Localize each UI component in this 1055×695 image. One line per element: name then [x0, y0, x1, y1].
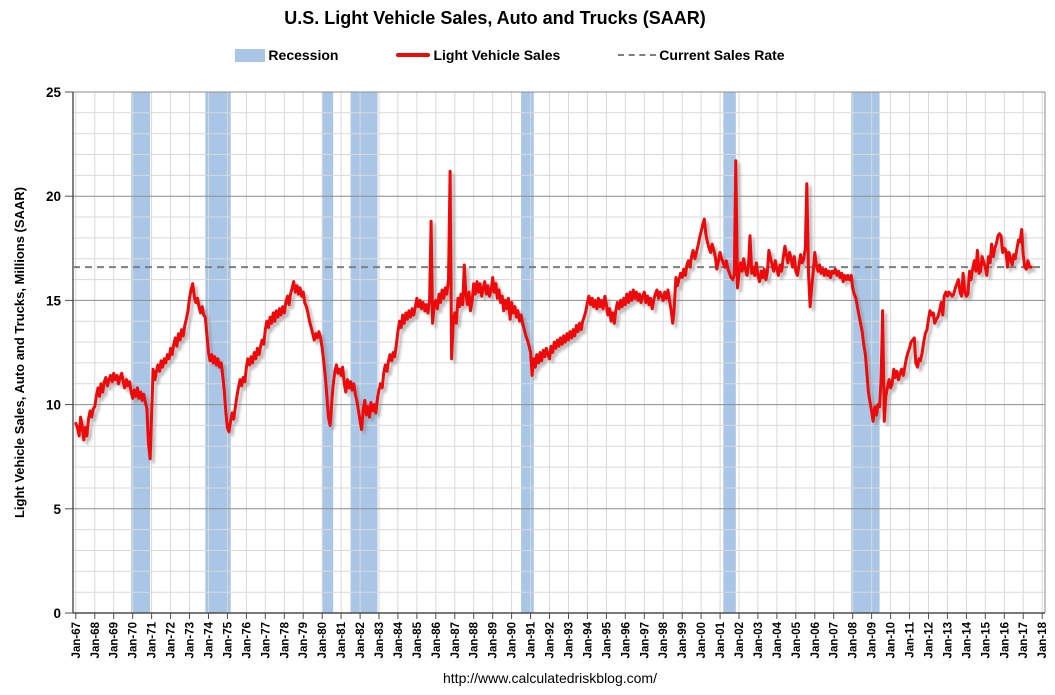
x-axis-tick-label: Jan-78 [279, 621, 291, 658]
x-axis-tick-label: Jan-68 [90, 621, 102, 658]
legend-sales-label: Light Vehicle Sales [433, 47, 561, 63]
x-axis-tick-label: Jan-87 [450, 622, 462, 658]
x-axis-tick-label: Jan-14 [961, 621, 973, 658]
chart-title: U.S. Light Vehicle Sales, Auto and Truck… [284, 8, 706, 28]
x-axis-tick-label: Jan-75 [222, 621, 234, 658]
x-axis-tick-label: Jan-94 [582, 621, 594, 658]
recession-band [350, 92, 378, 613]
x-axis-tick-label: Jan-16 [999, 622, 1011, 658]
x-axis-tick-label: Jan-10 [886, 622, 898, 658]
recession-bands [131, 92, 880, 613]
x-axis-tick-label: Jan-00 [696, 622, 708, 658]
x-axis-tick-label: Jan-93 [564, 622, 576, 658]
legend-item-rate: Current Sales Rate [618, 47, 785, 63]
legend-item-sales: Light Vehicle Sales [396, 47, 560, 63]
x-axis-tick-label: Jan-17 [1018, 622, 1030, 658]
y-axis-tick-label: 15 [46, 293, 62, 308]
x-axis-tick-label: Jan-15 [980, 621, 992, 658]
x-axis-tick-label: Jan-71 [147, 621, 159, 658]
x-axis-tick-label: Jan-79 [298, 622, 310, 658]
x-axis-tick-label: Jan-73 [185, 622, 197, 658]
sales-line-path [74, 159, 1033, 461]
x-axis-tick-label: Jan-97 [639, 622, 651, 658]
x-axis-tick-label: Jan-77 [260, 622, 272, 658]
x-axis-tick-label: Jan-01 [715, 621, 727, 658]
y-axis-title: Light Vehicle Sales, Auto and Trucks, Mi… [12, 187, 27, 518]
footer-url: http://www.calculatedriskblog.com/ [443, 670, 657, 686]
x-axis-tick-label: Jan-09 [867, 622, 879, 658]
x-axis-tick-label: Jan-96 [620, 622, 632, 658]
x-axis-tick-label: Jan-81 [336, 621, 348, 658]
x-axis-tick-label: Jan-84 [393, 621, 405, 658]
x-axis-tick-label: Jan-82 [355, 622, 367, 658]
x-axis-tick-label: Jan-03 [753, 622, 765, 658]
x-axis-tick-label: Jan-91 [526, 621, 538, 658]
chart-legend: Recession Light Vehicle Sales Current Sa… [0, 47, 1020, 63]
x-axis-tick-label: Jan-06 [810, 622, 822, 658]
axes [65, 91, 1046, 619]
recession-band [723, 92, 736, 613]
x-axis-tick-label: Jan-70 [128, 622, 140, 658]
x-axis-tick-label: Jan-89 [488, 622, 500, 658]
sales-line-swatch-icon [396, 53, 431, 57]
x-axis-tick-label: Jan-98 [658, 621, 670, 658]
x-axis-tick-label: Jan-69 [109, 622, 121, 658]
x-axis-tick-label: Jan-95 [601, 621, 613, 658]
x-axis-tick-label: Jan-80 [317, 622, 329, 658]
x-axis-tick-label: Jan-04 [772, 621, 784, 658]
recession-band [131, 92, 151, 613]
x-axis-tick-label: Jan-13 [942, 622, 954, 658]
axis-labels: Jan-67 Jan-68 Jan-69 Jan-70 Jan-71 Jan-72 Jan-… [12, 85, 1049, 658]
recession-swatch-icon [235, 48, 266, 62]
y-axis-tick-label: 25 [46, 85, 62, 100]
rate-dash-swatch-icon [618, 54, 657, 56]
x-axis-tick-label: Jan-67 [71, 622, 83, 658]
x-axis-tick-label: Jan-90 [507, 622, 519, 658]
x-axis-tick-label: Jan-05 [791, 621, 803, 658]
y-axis-tick-label: 5 [53, 502, 61, 517]
x-axis-tick-label: Jan-88 [469, 621, 481, 658]
x-axis-tick-label: Jan-12 [924, 622, 936, 658]
x-axis-tick-label: Jan-83 [374, 622, 386, 658]
y-axis-tick-label: 0 [53, 606, 61, 621]
gridlines [73, 91, 1045, 613]
x-axis-tick-label: Jan-18 [1037, 621, 1049, 658]
recession-band [322, 92, 334, 613]
y-axis-tick-label: 20 [46, 189, 61, 204]
y-axis-tick-label: 10 [46, 398, 61, 413]
x-axis-tick-label: Jan-11 [905, 621, 917, 657]
x-axis-tick-label: Jan-85 [412, 621, 424, 658]
legend-rate-label: Current Sales Rate [659, 47, 785, 63]
sales-line-series [74, 159, 1036, 464]
x-axis-tick-label: Jan-74 [204, 621, 216, 658]
x-axis-tick-label: Jan-92 [545, 622, 557, 658]
x-axis-tick-label: Jan-08 [848, 621, 860, 658]
x-axis-tick-label: Jan-76 [241, 622, 253, 658]
legend-item-recession: Recession [235, 47, 338, 63]
x-axis-tick-label: Jan-07 [829, 622, 841, 658]
x-axis-tick-label: Jan-86 [431, 622, 443, 658]
legend-recession-label: Recession [268, 47, 339, 63]
x-axis-tick-label: Jan-72 [166, 622, 178, 658]
x-axis-tick-label: Jan-02 [734, 622, 746, 658]
x-axis-tick-label: Jan-99 [677, 622, 689, 658]
